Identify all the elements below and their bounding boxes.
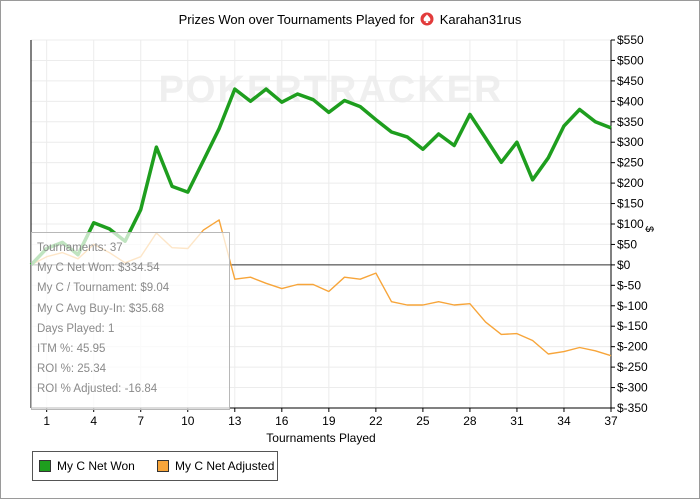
x-tick-label: 10 — [181, 414, 195, 428]
spade-icon — [420, 12, 434, 29]
y-tick-label: $300 — [617, 135, 644, 149]
x-tick-label: 16 — [275, 414, 289, 428]
watermark: POKERTRACKER — [159, 69, 504, 111]
y-tick-label: $-100 — [617, 299, 648, 313]
x-tick-label: 4 — [90, 414, 97, 428]
y-tick-label: $400 — [617, 94, 644, 108]
y-tick-label: $500 — [617, 53, 644, 67]
y-tick-label: $150 — [617, 197, 644, 211]
y-tick-label: $-350 — [617, 401, 648, 415]
y-tick-label: $-200 — [617, 340, 648, 354]
y-tick-label: $100 — [617, 217, 644, 231]
y-tick-label: $0 — [617, 258, 631, 272]
y-tick-label: $50 — [617, 237, 637, 251]
y-tick-label: $350 — [617, 115, 644, 129]
x-tick-label: 34 — [557, 414, 571, 428]
stats-line: ITM %: 45.95 — [37, 343, 106, 356]
stats-box: Tournaments: 37 My C Net Won: $334.54 My C… — [31, 232, 230, 410]
y-tick-label: $550 — [617, 33, 644, 47]
x-tick-label: 31 — [510, 414, 524, 428]
chart-title: Prizes Won over Tournaments Played for K… — [0, 12, 700, 29]
stats-line: My C Net Won: $334.54 — [37, 262, 160, 275]
x-tick-label: 7 — [137, 414, 144, 428]
x-tick-label: 28 — [463, 414, 477, 428]
y-tick-label: $250 — [617, 156, 644, 170]
y-axis-label: $ — [643, 226, 655, 233]
legend-item: My C Net Adjusted — [157, 459, 274, 473]
y-tick-label: $-300 — [617, 381, 648, 395]
legend-item: My C Net Won — [39, 459, 135, 473]
player-name: Karahan31rus — [439, 12, 522, 27]
y-tick-label: $-250 — [617, 360, 648, 374]
stats-line: My C Avg Buy-In: $35.68 — [37, 302, 164, 315]
stats-line: Tournaments: 37 — [37, 242, 123, 254]
y-tick-label: $-150 — [617, 319, 648, 333]
legend-label: My C Net Won — [57, 459, 135, 473]
x-tick-label: 25 — [416, 414, 430, 428]
x-tick-label: 37 — [604, 414, 618, 428]
chart-title-text: Prizes Won over Tournaments Played for — [178, 12, 415, 27]
x-tick-label: 19 — [322, 414, 336, 428]
y-tick-label: $200 — [617, 176, 644, 190]
stats-line: ROI %: 25.34 — [37, 363, 107, 376]
stats-line: Days Played: 1 — [37, 322, 115, 335]
legend: My C Net Won My C Net Adjusted — [32, 451, 278, 481]
y-tick-label: $-50 — [617, 278, 641, 292]
x-axis-label: Tournaments Played — [266, 431, 375, 445]
stats-line: ROI % Adjusted: -16.84 — [37, 383, 158, 396]
legend-label: My C Net Adjusted — [175, 459, 275, 473]
stats-line: My C / Tournament: $9.04 — [37, 282, 170, 295]
legend-swatch — [39, 460, 51, 472]
x-tick-label: 22 — [369, 414, 383, 428]
y-tick-label: $450 — [617, 74, 644, 88]
x-tick-label: 13 — [228, 414, 242, 428]
legend-swatch — [157, 460, 169, 472]
x-tick-label: 1 — [43, 414, 50, 428]
